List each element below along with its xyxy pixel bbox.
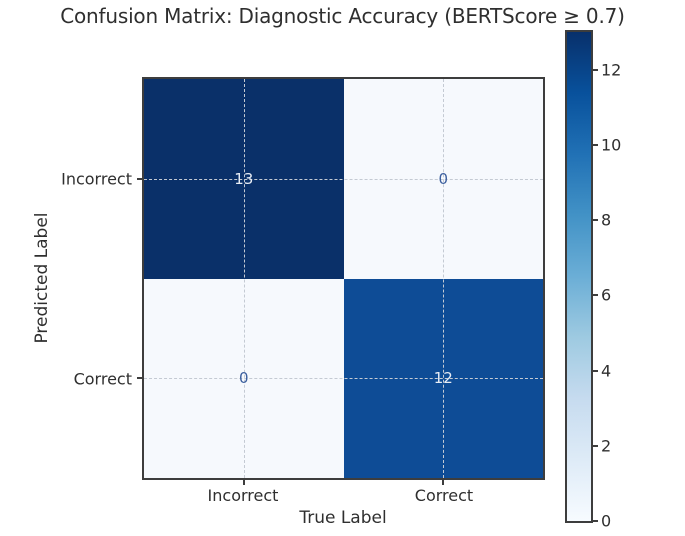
colorbar-tick-mark bbox=[593, 444, 598, 447]
colorbar-tick-mark bbox=[593, 520, 598, 522]
colorbar-tick-label: 6 bbox=[601, 285, 612, 305]
gridline-vertical bbox=[243, 79, 245, 478]
colorbar-tick-mark bbox=[593, 369, 598, 372]
x-tick-mark bbox=[242, 480, 245, 485]
plot-area: 13 0 0 12 bbox=[137, 77, 545, 485]
x-tick-label-correct: Correct bbox=[414, 486, 474, 505]
chart-title: Confusion Matrix: Diagnostic Accuracy (B… bbox=[60, 4, 625, 28]
cell-value-0: 0 bbox=[438, 169, 449, 188]
gridline-horizontal bbox=[144, 178, 543, 180]
colorbar-tick-mark bbox=[593, 143, 598, 146]
colorbar-tick-label: 4 bbox=[601, 361, 612, 381]
colorbar-tick-mark bbox=[593, 68, 598, 71]
colorbar-tick-label: 8 bbox=[601, 210, 612, 230]
gridline-vertical bbox=[443, 79, 445, 478]
colorbar-tick-label: 12 bbox=[601, 60, 622, 80]
y-axis-label: Predicted Label bbox=[32, 212, 52, 344]
heatmap-cells bbox=[144, 79, 543, 478]
y-tick-label-correct: Correct bbox=[73, 369, 132, 389]
x-axis-label: True Label bbox=[299, 508, 387, 528]
colorbar-tick-mark bbox=[593, 294, 598, 297]
colorbar-tick-label: 10 bbox=[601, 135, 622, 155]
y-tick-label-incorrect: Incorrect bbox=[61, 169, 132, 189]
colorbar: 0 2 4 6 8 10 12 bbox=[565, 30, 621, 531]
gridline-horizontal bbox=[144, 378, 543, 380]
colorbar-tick-label: 2 bbox=[601, 436, 612, 456]
y-tick-mark bbox=[137, 377, 142, 380]
y-tick-mark bbox=[137, 177, 142, 180]
x-tick-label-incorrect: Incorrect bbox=[207, 486, 279, 505]
colorbar-tick-mark bbox=[593, 219, 598, 222]
cell-value-0: 0 bbox=[238, 369, 249, 388]
cell-value-13: 13 bbox=[234, 169, 254, 188]
colorbar-tick-label: 0 bbox=[601, 511, 612, 531]
x-tick-mark bbox=[442, 480, 445, 485]
cell-value-12: 12 bbox=[433, 369, 453, 388]
